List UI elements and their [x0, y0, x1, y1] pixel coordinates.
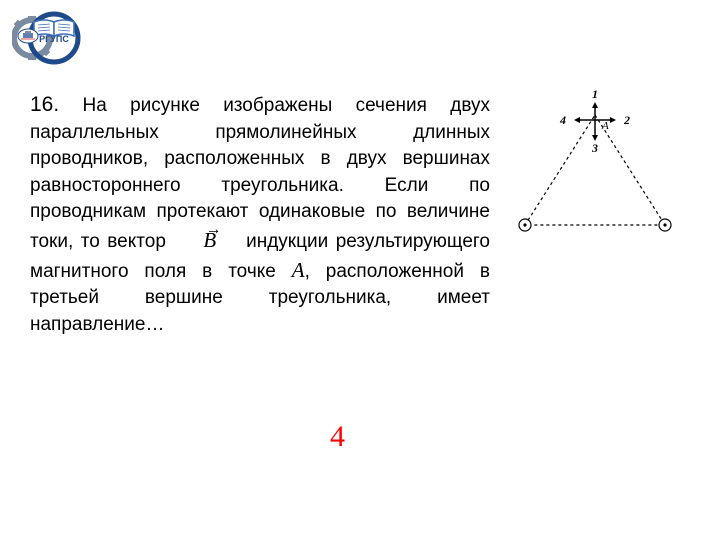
point-variable: A — [292, 258, 305, 282]
vector-variable: → B — [203, 228, 223, 252]
university-logo: РГУПС — [12, 8, 97, 66]
logo-text: РГУПС — [39, 34, 69, 44]
problem-number: 16. — [30, 93, 59, 116]
problem-text-1: На рисунке изображены сечения двух парал… — [30, 95, 490, 252]
diagram-label-3: 3 — [591, 141, 598, 155]
problem-text-block: 16. На рисунке изображены сечения двух п… — [30, 90, 490, 338]
problem-container: 16. На рисунке изображены сечения двух п… — [30, 90, 690, 338]
problem-text-mid: индукции — [246, 231, 328, 252]
diagram-label-2: 2 — [623, 113, 630, 127]
triangle-diagram: 1 2 3 4 A — [510, 90, 680, 250]
answer-value: 4 — [330, 420, 345, 454]
diagram-label-1: 1 — [592, 90, 598, 101]
diagram-label-a: A — [601, 120, 609, 132]
diagram-label-4: 4 — [559, 113, 566, 127]
